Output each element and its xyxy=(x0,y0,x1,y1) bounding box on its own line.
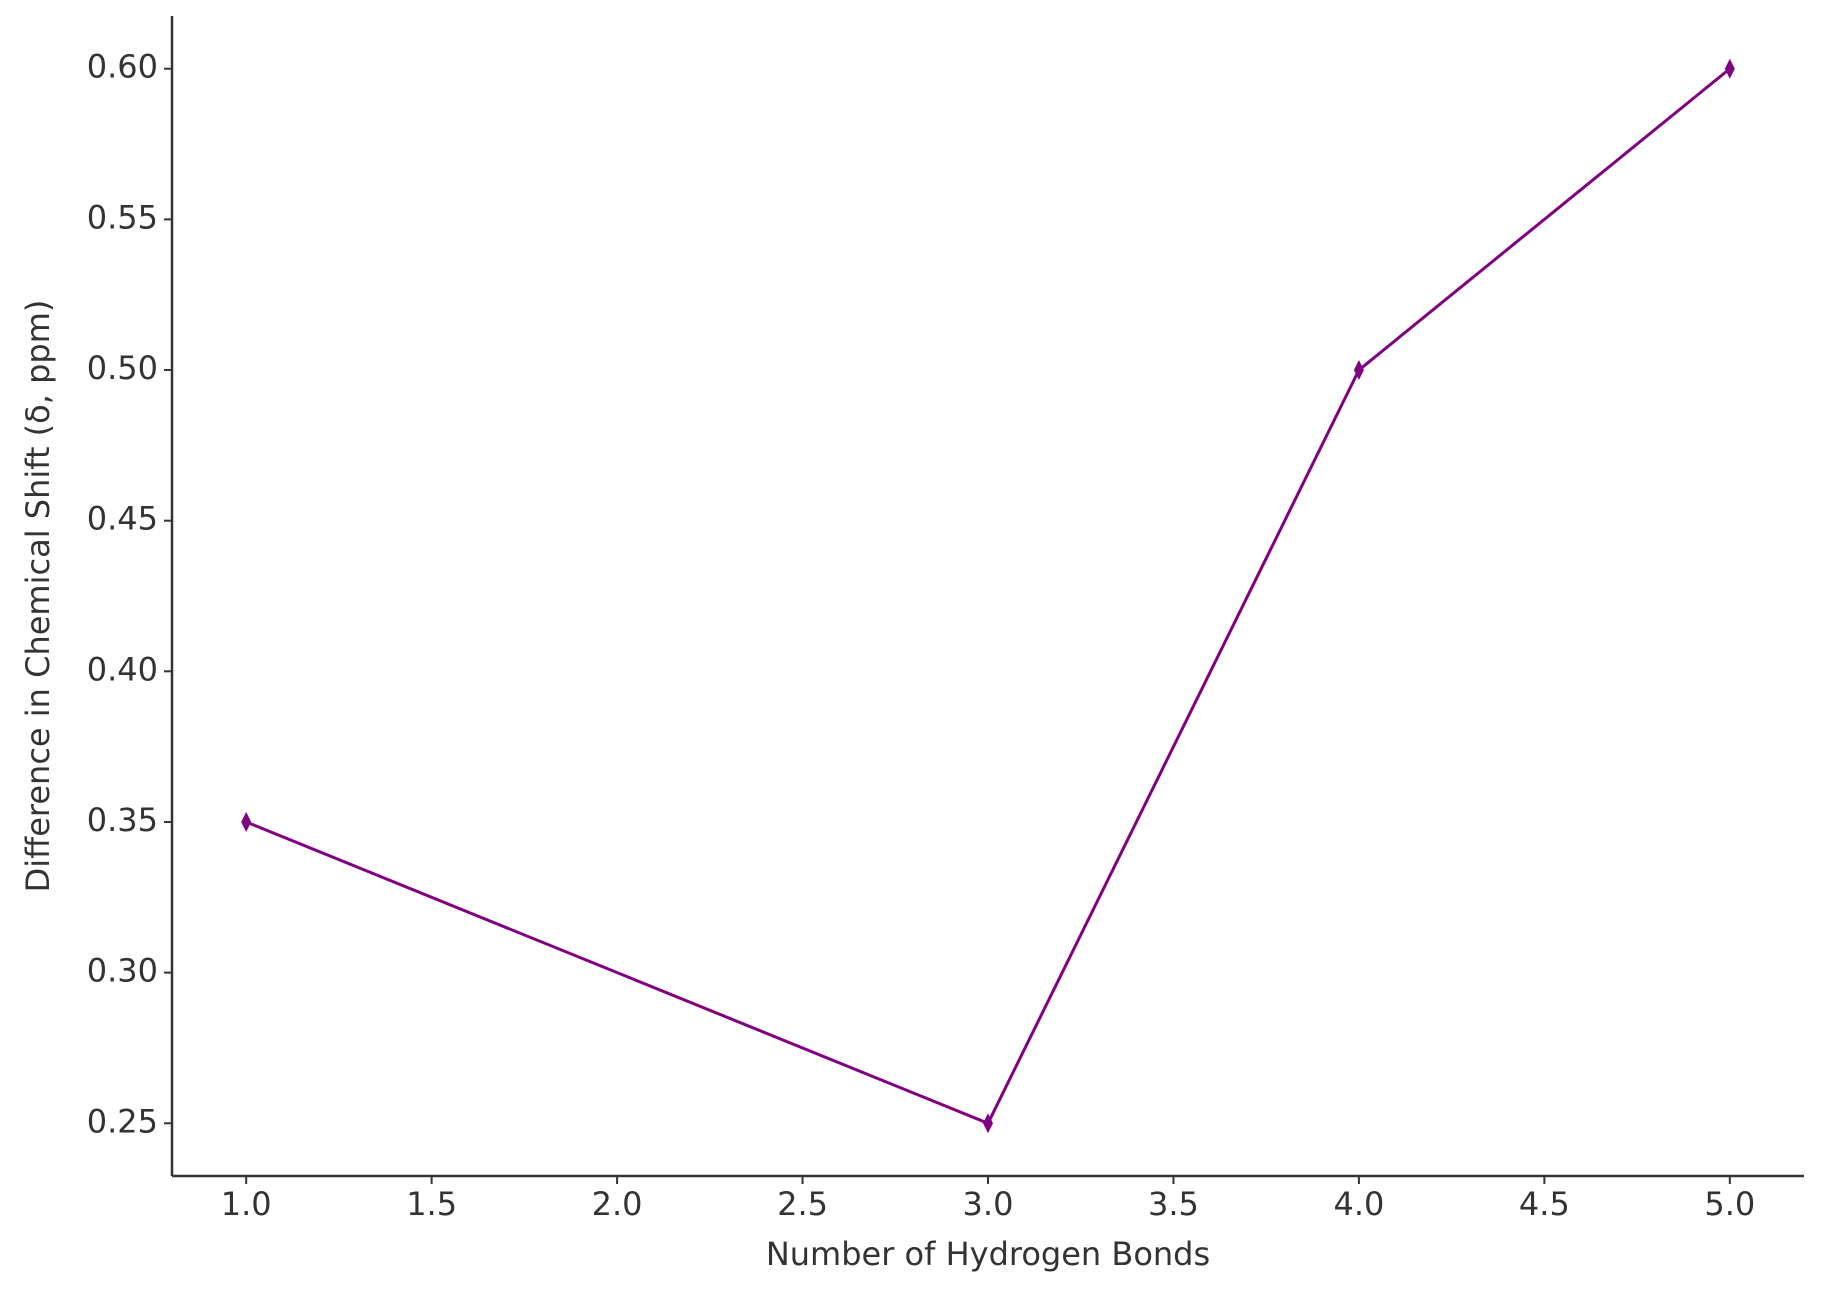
x-tick-label: 2.0 xyxy=(592,1185,643,1223)
x-tick-label: 4.5 xyxy=(1519,1185,1570,1223)
y-tick-label: 0.35 xyxy=(87,801,158,839)
point xyxy=(983,1113,993,1134)
x-tick-label: 2.5 xyxy=(777,1185,828,1223)
point xyxy=(241,811,252,832)
y-tick-label: 0.55 xyxy=(87,198,158,236)
point xyxy=(1724,58,1735,79)
x-tick-label: 1.0 xyxy=(221,1185,272,1223)
y-tick-label: 0.40 xyxy=(87,650,158,688)
line xyxy=(245,67,1731,1126)
y-tick-label: 0.30 xyxy=(87,952,158,990)
y-tick-label: 0.60 xyxy=(87,48,158,86)
x-tick-label: 3.5 xyxy=(1148,1185,1199,1223)
y-tick-label: 0.45 xyxy=(87,500,158,538)
point xyxy=(1353,360,1364,381)
y-axis-label: Difference in Chemical Shift (δ, ppm) xyxy=(19,300,57,893)
x-tick-label: 4.0 xyxy=(1333,1185,1384,1223)
y-tick-label: 0.25 xyxy=(87,1102,158,1140)
y-tick-label: 0.50 xyxy=(87,349,158,387)
x-tick-label: 5.0 xyxy=(1704,1185,1755,1223)
x-tick-label: 1.5 xyxy=(406,1185,457,1223)
x-tick-label: 3.0 xyxy=(963,1185,1014,1223)
x-axis-label: Number of Hydrogen Bonds xyxy=(766,1235,1210,1273)
